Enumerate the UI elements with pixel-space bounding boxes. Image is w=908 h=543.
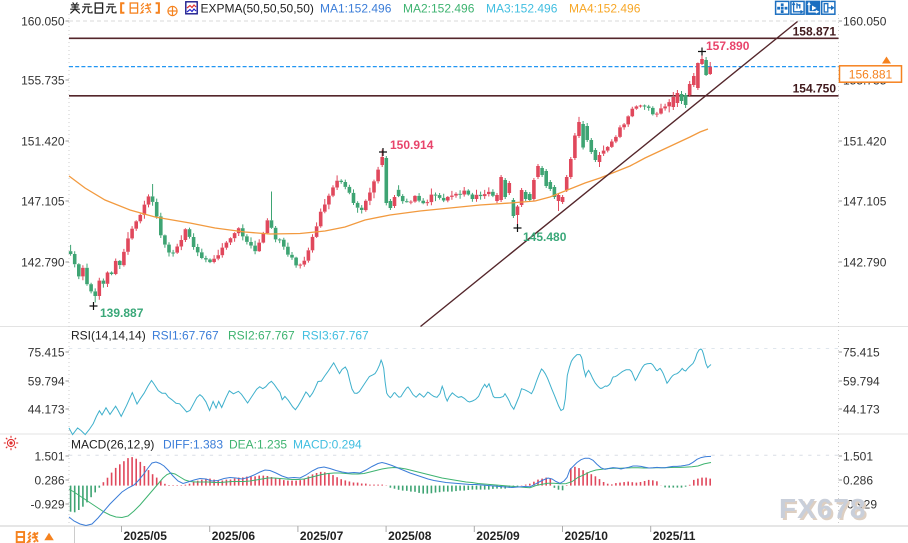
svg-text:RSI1:67.767: RSI1:67.767 xyxy=(152,329,219,343)
svg-text:160.050: 160.050 xyxy=(21,15,65,29)
svg-text:142.790: 142.790 xyxy=(21,256,65,270)
svg-text:160.050: 160.050 xyxy=(843,15,887,29)
svg-text:156.881: 156.881 xyxy=(849,68,893,82)
svg-text:145.480: 145.480 xyxy=(523,230,567,244)
svg-text:147.105: 147.105 xyxy=(21,195,65,209)
svg-text:RSI2:67.767: RSI2:67.767 xyxy=(228,329,295,343)
svg-text:2025/07: 2025/07 xyxy=(300,529,344,543)
svg-text:DEA:1.235: DEA:1.235 xyxy=(229,438,287,452)
svg-text:FX678: FX678 xyxy=(779,493,867,524)
svg-text:75.415: 75.415 xyxy=(28,346,65,360)
svg-text:44.173: 44.173 xyxy=(843,403,880,417)
svg-text:139.887: 139.887 xyxy=(100,306,144,320)
svg-text:1.501: 1.501 xyxy=(34,450,64,464)
svg-text:2025/06: 2025/06 xyxy=(212,529,256,543)
svg-text:158.871: 158.871 xyxy=(793,25,837,39)
svg-text:MACD:0.294: MACD:0.294 xyxy=(293,438,362,452)
svg-text:142.790: 142.790 xyxy=(843,256,887,270)
svg-text:MA4:152.496: MA4:152.496 xyxy=(569,2,641,16)
svg-text:RSI(14,14,14): RSI(14,14,14) xyxy=(71,329,146,343)
svg-text:2025/09: 2025/09 xyxy=(476,529,520,543)
svg-text:147.105: 147.105 xyxy=(843,195,887,209)
svg-text:59.794: 59.794 xyxy=(28,375,65,389)
svg-text:150.914: 150.914 xyxy=(390,138,434,152)
svg-text:DIFF:1.383: DIFF:1.383 xyxy=(163,438,223,452)
svg-text:EXPMA(50,50,50,50): EXPMA(50,50,50,50) xyxy=(201,2,314,16)
svg-text:RSI3:67.767: RSI3:67.767 xyxy=(302,329,369,343)
svg-text:59.794: 59.794 xyxy=(843,375,880,389)
svg-text:2025/08: 2025/08 xyxy=(388,529,432,543)
svg-text:151.420: 151.420 xyxy=(843,135,887,149)
svg-text:2025/10: 2025/10 xyxy=(565,529,609,543)
svg-text:155.735: 155.735 xyxy=(21,74,65,88)
svg-text:FX678: FX678 xyxy=(781,495,869,526)
svg-text:151.420: 151.420 xyxy=(21,135,65,149)
svg-text:MA2:152.496: MA2:152.496 xyxy=(403,2,475,16)
svg-text:2025/05: 2025/05 xyxy=(124,529,168,543)
svg-text:0.286: 0.286 xyxy=(843,474,873,488)
svg-text:44.173: 44.173 xyxy=(28,403,65,417)
svg-text:75.415: 75.415 xyxy=(843,346,880,360)
svg-text:-0.929: -0.929 xyxy=(843,498,877,512)
svg-text:157.890: 157.890 xyxy=(706,39,750,53)
svg-text:154.750: 154.750 xyxy=(793,82,837,96)
svg-text:0.286: 0.286 xyxy=(34,474,64,488)
svg-text:MA3:152.496: MA3:152.496 xyxy=(486,2,558,16)
svg-text:MACD(26,12,9): MACD(26,12,9) xyxy=(71,438,154,452)
svg-text:2025/11: 2025/11 xyxy=(653,529,696,543)
svg-text:MA1:152.496: MA1:152.496 xyxy=(320,2,392,16)
svg-text:-0.929: -0.929 xyxy=(30,498,64,512)
svg-text:1.501: 1.501 xyxy=(843,450,873,464)
